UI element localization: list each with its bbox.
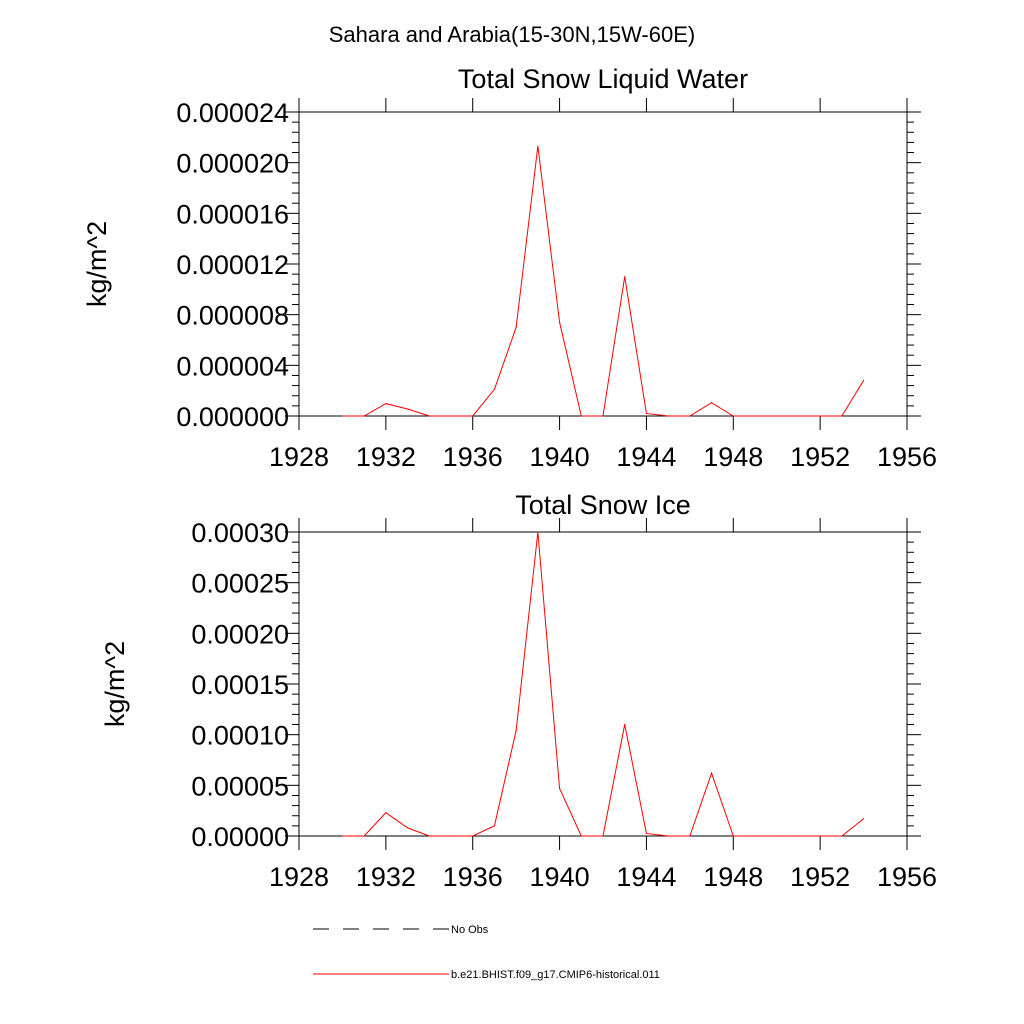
data-point [732,835,734,837]
y-tick-label: 0.00010 [191,721,289,751]
data-point [645,832,648,835]
x-tick-label: 1940 [530,862,590,892]
x-tick-label: 1936 [443,442,503,472]
data-point [862,379,865,382]
plot-frame [298,531,908,837]
data-point [385,402,387,405]
x-tick-label: 1956 [877,442,937,472]
data-point [558,321,561,323]
data-point [667,835,669,837]
data-point [841,835,843,837]
plot-frame [298,111,908,417]
data-point [689,415,691,417]
data-point [341,835,344,837]
data-point [363,835,365,837]
y-tick-label: 0.00005 [191,771,289,801]
data-point [602,415,604,417]
x-tick-label: 1944 [616,862,676,892]
data-point [406,827,409,829]
y-tick-label: 0.00015 [191,670,289,700]
legend: No Obs b.e21.BHIST.f09_g17.CMIP6-histori… [313,924,660,981]
figure-supertitle: Sahara and Arabia(15-30N,15W-60E) [329,22,695,47]
legend-label: No Obs [451,924,489,936]
data-point [558,787,561,789]
panel-snow-ice: Total Snow Ice kg/m^2 1928 1932 1936 1940 19… [100,490,937,892]
data-point [580,415,582,417]
data-point [754,835,756,837]
y-tick-label: 0.000008 [176,301,289,331]
y-tick-label: 0.000016 [176,199,289,229]
y-tick-label: 0.000020 [176,149,289,179]
data-point [689,835,691,837]
data-point [776,835,778,837]
data-point [341,415,344,417]
x-tick-label: 1940 [530,442,590,472]
data-point [819,835,821,837]
data-point [450,415,452,417]
x-tick-label: 1956 [877,862,937,892]
data-point [406,408,409,410]
data-point [710,772,713,774]
data-point [363,415,365,417]
y-axis-label: kg/m^2 [100,641,130,727]
data-point [450,835,452,837]
x-tick-label: 1944 [616,442,676,472]
data-point [732,415,734,417]
data-point [667,415,669,417]
data-point [537,145,539,147]
x-tick-label: 1928 [269,442,329,472]
panel-title: Total Snow Ice [515,490,691,520]
x-tick-label: 1932 [356,442,416,472]
data-point [515,326,517,328]
x-tick-label: 1948 [703,862,763,892]
data-point [385,812,387,814]
x-tick-label: 1952 [790,862,850,892]
y-tick-label: 0.000024 [176,98,289,128]
x-tick-label: 1952 [790,442,850,472]
x-tick-label: 1936 [443,862,503,892]
data-point [841,415,843,417]
data-point [537,531,539,533]
data-point [493,388,496,390]
panel-snow-liquid-water: Total Snow Liquid Water kg/m^2 1928 1932 1… [82,64,937,472]
legend-entry-model: b.e21.BHIST.f09_g17.CMIP6-historical.011 [313,969,660,981]
y-tick-label: 0.000012 [176,250,289,280]
data-point [580,835,582,837]
data-point [797,415,800,417]
x-tick-label: 1928 [269,862,329,892]
y-tick-label: 0.00020 [191,619,289,649]
data-point [797,835,800,837]
data-point [710,402,713,404]
data-point [472,835,474,837]
data-point [602,835,604,837]
data-point [754,415,756,417]
y-axis-label: kg/m^2 [82,221,112,307]
data-point [624,276,626,278]
data-point [515,730,517,732]
legend-label: b.e21.BHIST.f09_g17.CMIP6-historical.011 [451,969,660,981]
y-tick-label: 0.00025 [191,569,289,599]
x-tick-label: 1932 [356,862,416,892]
data-point [776,415,778,417]
data-point [472,415,474,417]
panel-title: Total Snow Liquid Water [458,64,748,94]
x-tick-label: 1948 [703,442,763,472]
data-point [428,415,430,417]
y-tick-label: 0.000000 [176,402,289,432]
y-tick-label: 0.000004 [176,351,289,381]
data-point [428,835,430,837]
data-point [493,825,496,827]
legend-entry-no-obs: No Obs [313,924,489,936]
series-line [342,146,864,417]
y-tick-label: 0.00030 [191,518,289,548]
data-point [624,723,626,726]
y-tick-label: 0.00000 [191,822,289,852]
data-point [862,818,865,820]
data-point [645,412,648,415]
series-line [342,531,864,837]
data-point [819,415,821,417]
